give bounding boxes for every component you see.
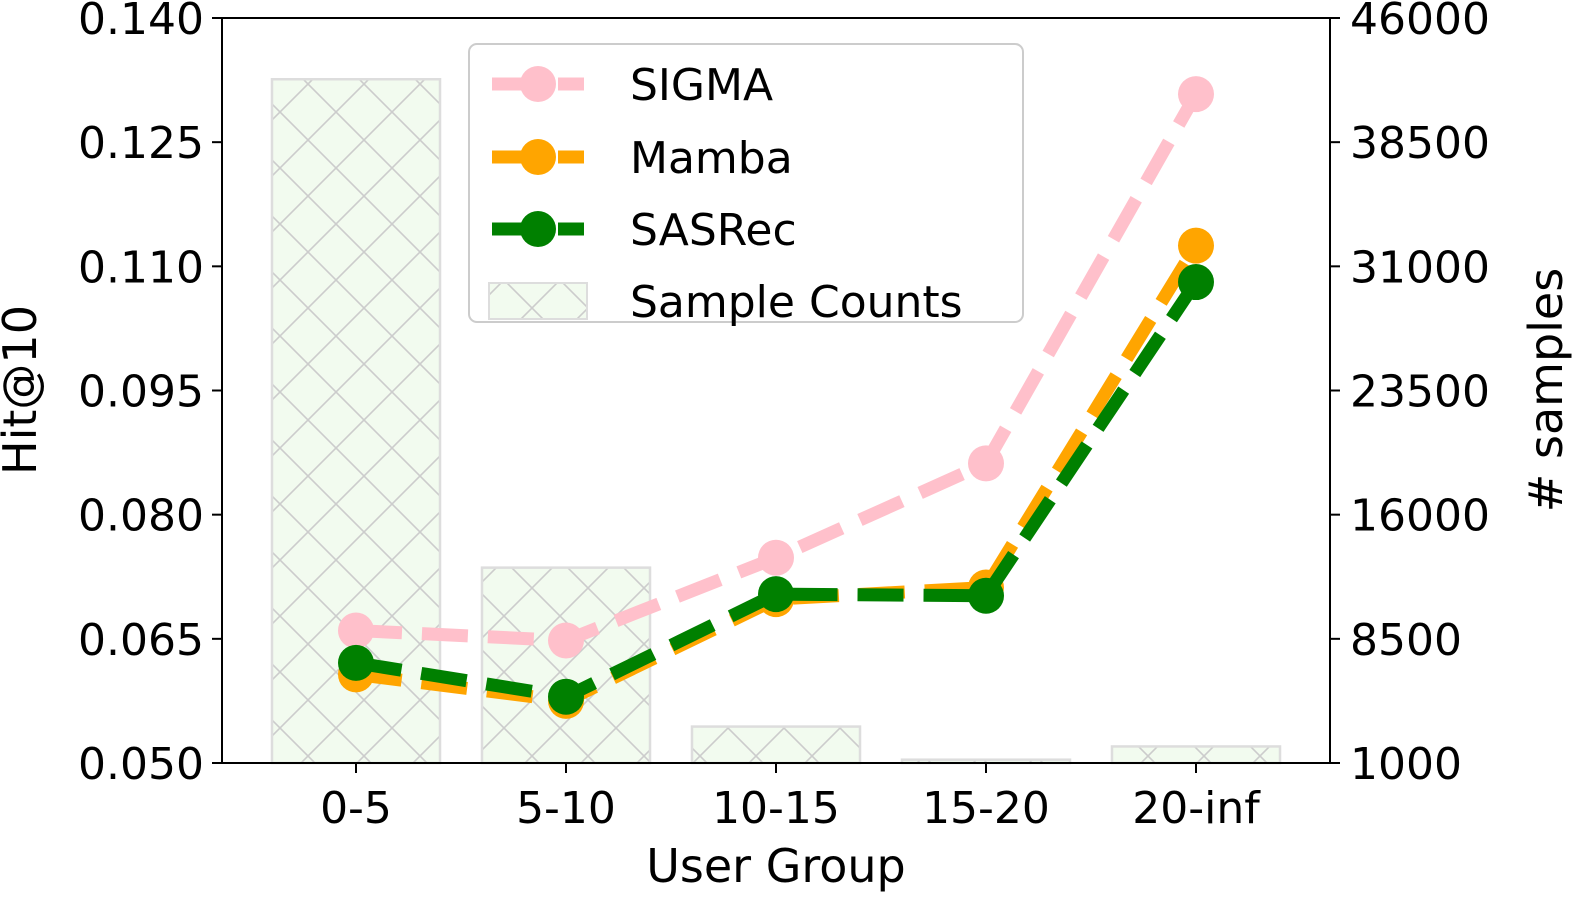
x-axis-ticks: 0-5 5-10 10-15 15-20 20-inf bbox=[320, 763, 1261, 834]
y2-tick-label: 31000 bbox=[1350, 242, 1490, 293]
legend: SIGMA Mamba SASRec Sample Counts bbox=[468, 43, 1024, 328]
y-tick-label: 0.065 bbox=[78, 615, 204, 666]
legend-label-sasrec: SASRec bbox=[630, 205, 797, 256]
series-lines bbox=[338, 76, 1214, 719]
line-mamba bbox=[355, 242, 1202, 708]
x-tick-label: 20-inf bbox=[1132, 783, 1261, 834]
legend-swatch-sample-counts bbox=[488, 282, 588, 320]
point-sigma-0-5 bbox=[338, 612, 374, 649]
x-tick-label: 5-10 bbox=[516, 783, 616, 834]
legend-marker-sigma bbox=[520, 66, 556, 102]
y2-tick-label: 8500 bbox=[1350, 615, 1462, 666]
point-sasrec-20-inf bbox=[1178, 264, 1214, 301]
y-tick-label: 0.050 bbox=[78, 739, 204, 790]
legend-label-sample-counts: Sample Counts bbox=[630, 277, 963, 328]
line-sasrec bbox=[354, 278, 1202, 704]
point-sigma-20-inf bbox=[1178, 76, 1214, 113]
y-axis-right-ticks: 1000 8500 16000 23500 31000 38500 46000 bbox=[1330, 0, 1490, 790]
y2-tick-label: 38500 bbox=[1350, 118, 1490, 169]
y2-axis-label: # samples bbox=[1519, 268, 1573, 512]
y-tick-label: 0.140 bbox=[78, 0, 204, 45]
point-sasrec-5-10 bbox=[548, 678, 584, 715]
point-sasrec-15-20 bbox=[968, 577, 1004, 614]
y-axis-left-ticks: 0.050 0.065 0.080 0.095 0.110 0.125 0.140 bbox=[78, 0, 222, 790]
legend-label-mamba: Mamba bbox=[630, 133, 793, 184]
y-tick-label: 0.110 bbox=[78, 242, 204, 293]
legend-marker-sasrec bbox=[520, 211, 556, 247]
y-axis-label: Hit@10 bbox=[0, 305, 47, 475]
y-tick-label: 0.080 bbox=[78, 491, 204, 542]
bar-sample-count-10-15 bbox=[690, 725, 862, 765]
y2-tick-label: 23500 bbox=[1350, 367, 1490, 418]
point-sasrec-0-5 bbox=[338, 644, 374, 681]
x-axis-label: User Group bbox=[646, 839, 906, 893]
legend-label-sigma: SIGMA bbox=[630, 60, 773, 111]
legend-box bbox=[468, 43, 1024, 323]
sample-count-bars bbox=[270, 78, 1282, 765]
bar-sample-count-20-inf bbox=[1110, 745, 1282, 765]
point-sasrec-10-15 bbox=[758, 576, 794, 613]
point-sigma-5-10 bbox=[548, 622, 584, 659]
point-mamba-20-inf bbox=[1178, 227, 1214, 264]
x-tick-label: 15-20 bbox=[922, 783, 1050, 834]
legend-marker-mamba bbox=[520, 139, 556, 175]
y2-tick-label: 1000 bbox=[1350, 739, 1462, 790]
y2-tick-label: 16000 bbox=[1350, 491, 1490, 542]
point-sigma-15-20 bbox=[968, 445, 1004, 482]
x-tick-label: 10-15 bbox=[712, 783, 840, 834]
y2-tick-label: 46000 bbox=[1350, 0, 1490, 45]
point-sigma-10-15 bbox=[758, 539, 794, 576]
y-tick-label: 0.125 bbox=[78, 118, 204, 169]
y-tick-label: 0.095 bbox=[78, 367, 204, 418]
x-tick-label: 0-5 bbox=[320, 783, 392, 834]
